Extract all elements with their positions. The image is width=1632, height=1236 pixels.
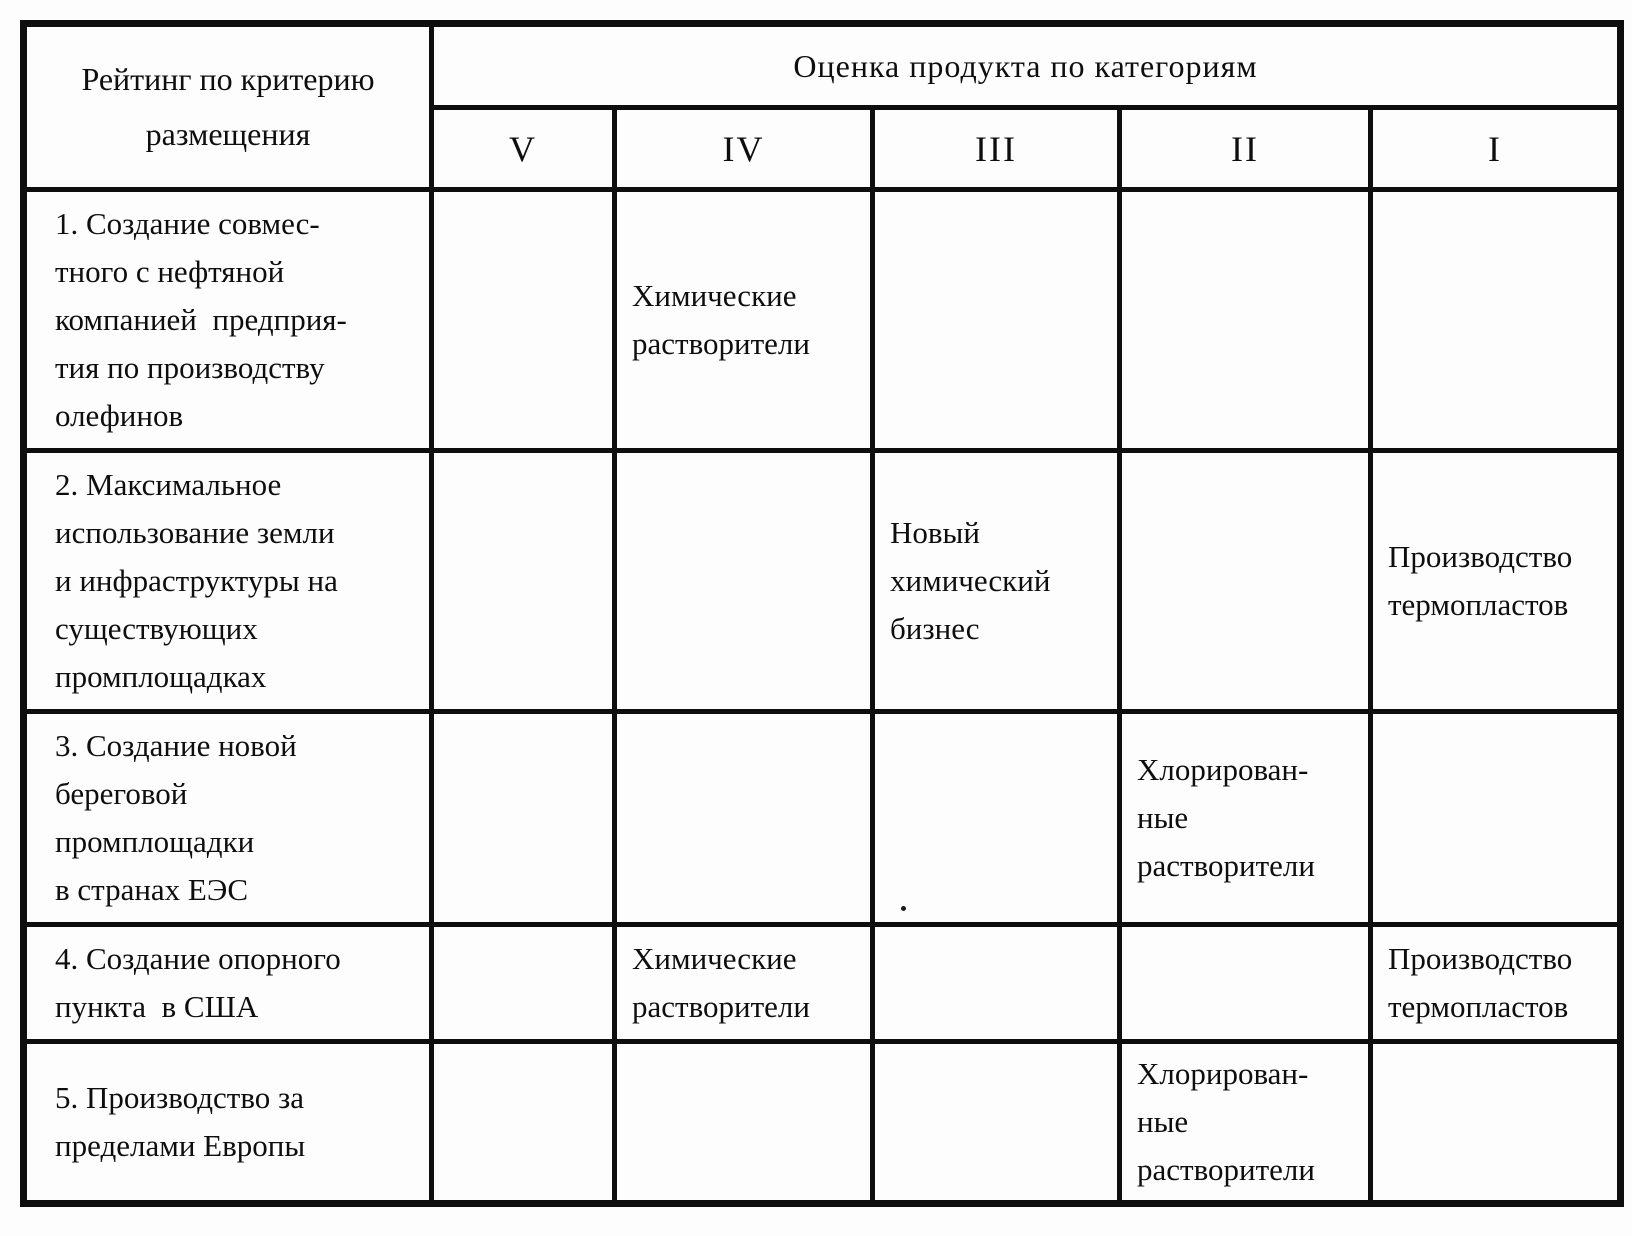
header-row-categories: V IV III II I [24,105,1623,192]
category-header-iv: IV [612,105,875,192]
rating-cell-iv: Химические растворители [612,187,875,453]
criteria-header-cell: Рейтинг по критерию размещения [21,21,434,192]
criteria-cell: 3. Создание новой береговой промплощадки… [21,709,434,927]
scan-speck-artifact [901,906,906,911]
rating-cell-iii: Новый химический бизнес [870,448,1122,714]
rating-cell-iii [870,187,1122,453]
rating-cell-ii [1117,448,1373,714]
rating-cell-ii [1117,922,1373,1044]
rating-cell-v [429,709,617,927]
category-header-v: V [429,105,617,192]
rating-cell-i [1368,709,1623,927]
table-row: 1. Создание совмес- тного с нефтяной ком… [21,187,1623,453]
rating-cell-i: Производство термопластов [1368,448,1623,714]
product-rating-group-header: Оценка продукта по категориям [429,21,1623,110]
category-header-i: I [1368,105,1623,192]
location-rating-table: Рейтинг по критерию размещения Оценка пр… [20,20,1624,1207]
rating-cell-iii [870,1039,1122,1206]
criteria-cell: 4. Создание опорного пункта в США [21,922,434,1044]
table-row: 3. Создание новой береговой промплощадки… [21,709,1623,927]
rating-cell-i: Производство термопластов [1368,922,1623,1044]
rating-cell-iv: Химические растворители [612,922,875,1044]
rating-cell-iv [612,1039,875,1206]
rating-cell-iii [870,709,1122,927]
rating-cell-ii [1117,187,1373,453]
rating-cell-i [1368,1039,1623,1206]
rating-cell-iv [612,709,875,927]
table-row: 4. Создание опорного пункта в США Химиче… [21,922,1623,1044]
rating-cell-iv [612,448,875,714]
rating-cell-ii: Хлорирован- ные растворители [1117,1039,1373,1206]
rating-cell-v [429,187,617,453]
table-row: 2. Максимальное использование земли и ин… [21,448,1623,714]
rating-cell-iii [870,922,1122,1044]
rating-cell-i [1368,187,1623,453]
rating-cell-ii: Хлорирован- ные растворители [1117,709,1373,927]
table-row: 5. Производство за пределами Европы Хлор… [21,1039,1623,1206]
rating-cell-v [429,922,617,1044]
category-header-iii: III [870,105,1122,192]
category-header-ii: II [1117,105,1373,192]
criteria-cell: 5. Производство за пределами Европы [21,1039,434,1206]
header-row-group: Рейтинг по критерию размещения Оценка пр… [21,21,1623,192]
criteria-cell: 2. Максимальное использование земли и ин… [21,448,434,714]
criteria-cell: 1. Создание совмес- тного с нефтяной ком… [21,187,434,453]
rating-cell-v [429,448,617,714]
rating-cell-v [429,1039,617,1206]
